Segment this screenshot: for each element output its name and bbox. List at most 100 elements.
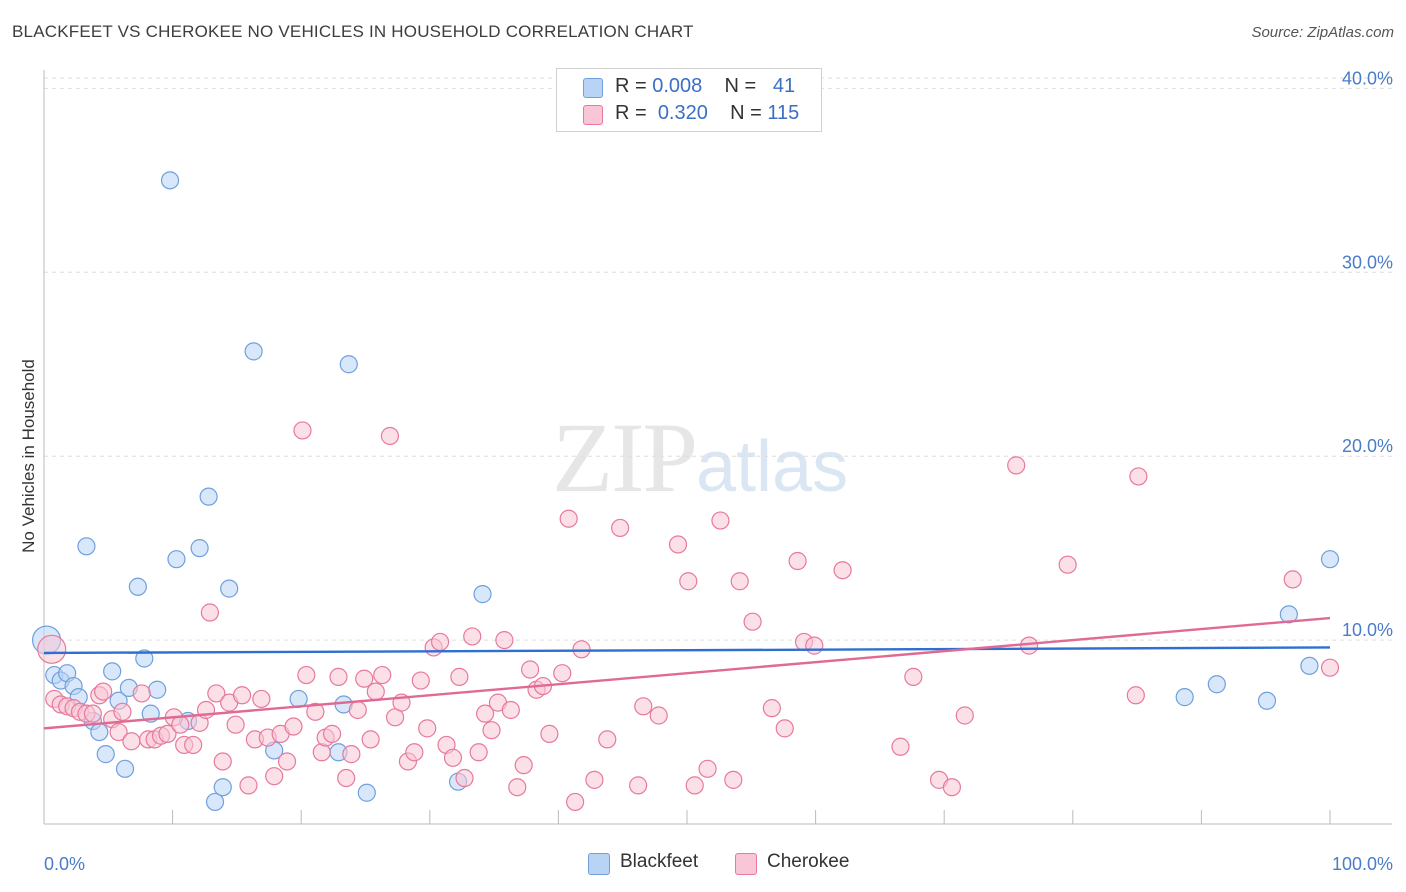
data-point-cherokee [585, 770, 604, 789]
source-label: Source: ZipAtlas.com [1251, 24, 1394, 41]
data-point-cherokee [207, 684, 226, 703]
y-tick-label: 30.0% [1342, 252, 1393, 272]
data-point-cherokee [158, 724, 177, 743]
data-point-blackfeet [339, 355, 358, 374]
data-point-cherokee [598, 730, 617, 749]
data-point-cherokee [743, 612, 762, 631]
series-cherokee-points [37, 421, 1340, 812]
data-point-cherokee [122, 732, 141, 751]
data-point-cherokee [521, 660, 540, 679]
data-point-cherokee [213, 752, 232, 771]
r-value: 0.320 [657, 102, 708, 124]
data-point-blackfeet [77, 537, 96, 556]
data-point-blackfeet [1300, 656, 1319, 675]
trend-line-blackfeet [43, 646, 1331, 655]
data-point-cherokee [342, 745, 361, 764]
data-point-cherokee [37, 634, 67, 664]
data-point-cherokee [634, 697, 653, 716]
data-point-cherokee [1283, 570, 1302, 589]
data-point-cherokee [463, 627, 482, 646]
data-point-cherokee [366, 682, 385, 701]
data-point-blackfeet [1207, 675, 1226, 694]
tick-labels: 10.0% 20.0% 30.0% 40.0% 0.0% 100.0% [44, 68, 1393, 874]
data-point-cherokee [1320, 658, 1340, 677]
y-tick-label: 10.0% [1342, 620, 1393, 640]
y-axis-label: No Vehicles in Household [19, 359, 38, 553]
data-point-cherokee [83, 704, 102, 723]
n-value: 115 [767, 102, 800, 124]
data-point-cherokee [348, 700, 367, 720]
data-point-cherokee [482, 721, 501, 740]
data-point-blackfeet [1320, 550, 1340, 569]
trend-lines [43, 616, 1331, 730]
data-point-cherokee [508, 778, 527, 797]
data-point-blackfeet [473, 585, 492, 604]
data-point-cherokee [380, 426, 400, 446]
data-point-blackfeet [357, 783, 376, 802]
data-point-cherokee [1019, 636, 1039, 655]
data-point-cherokee [411, 671, 430, 690]
data-point-cherokee [430, 632, 450, 652]
series-blackfeet-points [31, 171, 1340, 812]
data-point-blackfeet [115, 759, 135, 778]
trend-line-cherokee [43, 616, 1331, 730]
n-value: 41 [772, 75, 796, 97]
data-point-cherokee [685, 776, 704, 795]
data-point-cherokee [329, 667, 348, 686]
data-point-cherokee [443, 748, 463, 767]
data-point-cherokee [252, 689, 271, 709]
data-point-blackfeet [244, 342, 263, 361]
stats-legend: R = 0.008 N = 41 R = 0.320 N = 115 [556, 68, 822, 132]
r-label: R = [615, 102, 647, 124]
data-point-cherokee [226, 715, 245, 734]
data-point-cherokee [405, 743, 424, 762]
data-point-cherokee [113, 702, 132, 721]
data-point-blackfeet [1279, 605, 1298, 624]
data-point-cherokee [418, 719, 437, 738]
data-point-blackfeet [1175, 688, 1194, 707]
data-point-cherokee [679, 572, 698, 591]
data-point-cherokee [232, 686, 252, 705]
data-point-cherokee [566, 792, 585, 812]
data-point-cherokee [833, 561, 852, 580]
legend-swatch-blackfeet [583, 78, 603, 98]
data-point-cherokee [904, 667, 923, 686]
data-point-cherokee [284, 717, 303, 736]
data-point-cherokee [475, 704, 495, 723]
data-point-cherokee [698, 759, 717, 778]
data-point-cherokee [501, 700, 520, 720]
grid-lines [44, 77, 1392, 641]
data-point-blackfeet [96, 745, 115, 764]
watermark-atlas: atlas [696, 427, 849, 507]
y-tick-label: 20.0% [1342, 436, 1393, 456]
data-point-blackfeet [220, 579, 239, 598]
legend-swatch-cherokee [583, 105, 603, 125]
data-point-cherokee [277, 752, 297, 771]
data-point-cherokee [730, 572, 749, 591]
data-point-cherokee [450, 667, 469, 686]
data-point-cherokee [1007, 456, 1026, 475]
data-point-cherokee [322, 724, 342, 743]
data-point-blackfeet [90, 722, 109, 742]
data-point-cherokee [455, 768, 474, 788]
n-label: N = [724, 75, 757, 97]
data-point-cherokee [891, 737, 910, 756]
data-point-cherokee [495, 630, 514, 650]
watermark-zip: ZIP [552, 402, 698, 513]
bottom-label-blackfeet: Blackfeet [620, 851, 699, 872]
data-point-cherokee [109, 722, 128, 742]
data-point-cherokee [711, 511, 730, 530]
data-point-cherokee [572, 640, 591, 659]
data-point-blackfeet [160, 171, 180, 190]
data-point-cherokee [762, 699, 781, 718]
data-point-cherokee [171, 715, 190, 734]
data-point-cherokee [1058, 555, 1077, 574]
data-point-cherokee [361, 730, 380, 749]
watermark: ZIPatlas [552, 400, 848, 515]
r-value: 0.008 [652, 75, 703, 97]
data-point-cherokee [955, 706, 974, 725]
data-point-cherokee [668, 535, 688, 554]
axes [43, 70, 1392, 825]
x-tick-label: 100.0% [1332, 854, 1393, 874]
